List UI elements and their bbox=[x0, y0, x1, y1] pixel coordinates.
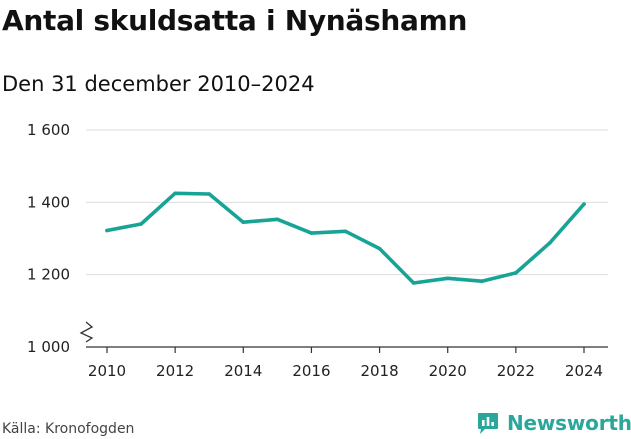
y-tick-label: 1 600 bbox=[27, 121, 70, 139]
x-tick-label: 2014 bbox=[224, 362, 262, 380]
data-point bbox=[309, 231, 314, 235]
x-tick-label: 2020 bbox=[429, 362, 467, 380]
gridlines bbox=[86, 129, 608, 276]
x-tick-label: 2024 bbox=[565, 362, 603, 380]
data-point bbox=[275, 217, 280, 222]
data-point bbox=[582, 202, 586, 206]
x-tick-label: 2012 bbox=[156, 362, 194, 380]
data-point bbox=[548, 241, 552, 245]
y-tick-label: 1 400 bbox=[27, 193, 70, 211]
x-tick-label: 2022 bbox=[497, 362, 535, 380]
axis-break-zigzag bbox=[79, 321, 94, 343]
x-tick-label: 2010 bbox=[88, 362, 126, 380]
x-tick-label: 2018 bbox=[360, 362, 398, 380]
series-line bbox=[105, 191, 586, 285]
chart-title: Antal skuldsatta i Nynäshamn bbox=[2, 4, 468, 37]
data-point bbox=[343, 229, 348, 234]
data-series bbox=[105, 191, 586, 285]
y-tick-label: 1 000 bbox=[27, 338, 70, 356]
chart-subtitle: Den 31 december 2010–2024 bbox=[2, 72, 315, 96]
brand-name: Newsworthy bbox=[507, 411, 631, 435]
data-point bbox=[207, 192, 212, 196]
data-point bbox=[411, 281, 416, 285]
brand-logo: Newsworthy bbox=[476, 410, 631, 436]
data-point bbox=[445, 276, 450, 281]
axis-break-icon bbox=[79, 321, 94, 343]
y-tick-labels: 1 000 1 200 1 400 1 600 bbox=[27, 121, 70, 356]
data-point bbox=[479, 279, 484, 283]
data-point bbox=[377, 246, 382, 251]
data-point bbox=[173, 191, 177, 196]
data-point bbox=[514, 271, 518, 275]
data-point bbox=[105, 228, 109, 233]
x-axis: 2010 2012 2014 2016 2018 2020 2022 2024 bbox=[86, 346, 608, 380]
y-tick-label: 1 200 bbox=[27, 266, 70, 284]
data-point bbox=[139, 222, 143, 226]
x-tick-label: 2016 bbox=[292, 362, 330, 380]
newsworthy-icon bbox=[478, 413, 498, 434]
data-point bbox=[241, 220, 246, 225]
source-note: Källa: Kronofogden bbox=[2, 421, 135, 437]
